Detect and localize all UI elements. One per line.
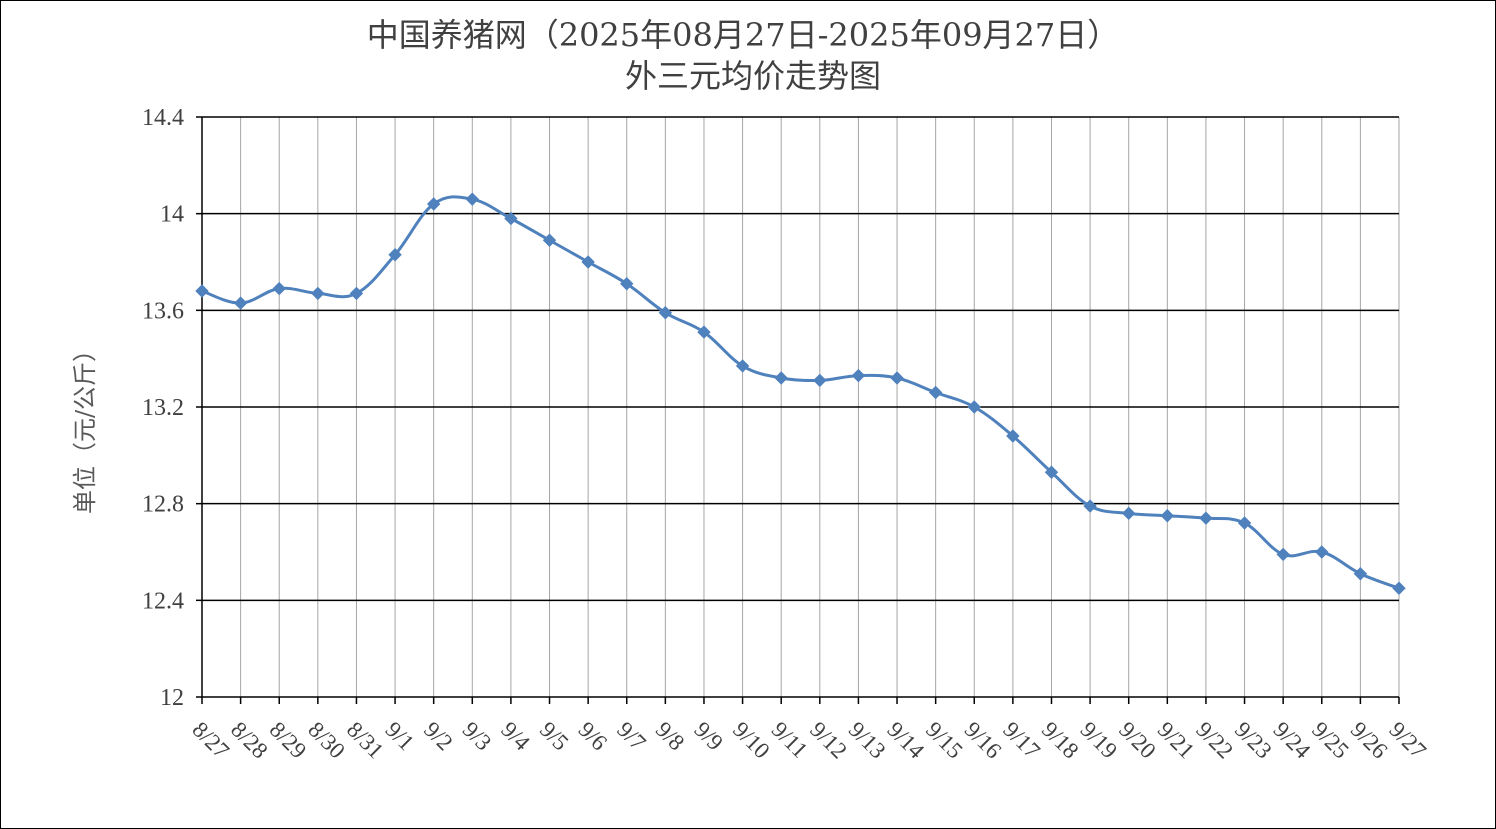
data-point [1044, 465, 1059, 479]
x-tick-label: 9/15 [921, 717, 968, 764]
data-point [426, 197, 441, 211]
data-point [967, 400, 981, 414]
data-point [928, 385, 943, 400]
x-tick-label: 8/30 [303, 717, 350, 764]
x-tick-label: 9/2 [419, 717, 457, 755]
data-point [1122, 506, 1136, 521]
x-tick-label: 9/1 [381, 717, 419, 755]
data-point [272, 281, 286, 296]
data-point [542, 233, 557, 247]
data-point [1083, 499, 1097, 513]
x-tick-label: 9/5 [535, 717, 573, 755]
data-point [890, 371, 904, 385]
x-tick-label: 9/9 [689, 717, 727, 755]
y-axis-title: 单位（元/公斤） [71, 338, 99, 514]
data-point [311, 286, 325, 301]
x-tick-label: 9/4 [496, 717, 535, 756]
data-point [1199, 511, 1213, 525]
data-point [504, 211, 518, 226]
x-tick-label: 9/25 [1307, 717, 1354, 764]
x-tick-labels: 8/278/288/298/308/319/1 9/2 9/3 9/4 9/5 9/6 9/… [187, 717, 1431, 764]
x-tick-label: 9/13 [844, 717, 891, 764]
x-tick-label: 9/18 [1037, 717, 1084, 764]
x-tick-label: 9/14 [882, 717, 929, 764]
data-point [1315, 545, 1329, 559]
x-tick-label: 9/22 [1191, 717, 1238, 764]
data-point [697, 325, 711, 339]
x-tick-label: 9/10 [728, 717, 775, 764]
x-tick-label: 9/21 [1153, 717, 1200, 764]
data-point [1392, 581, 1406, 595]
y-tick-label: 12.4 [142, 588, 184, 614]
series-line [201, 195, 1400, 590]
data-point [581, 255, 595, 269]
x-tick-label: 9/19 [1076, 717, 1123, 764]
y-tick-label: 14.4 [142, 105, 184, 131]
data-point [1237, 516, 1252, 530]
series-price [195, 192, 1406, 595]
y-tick-label: 14 [160, 202, 184, 228]
data-point [465, 192, 479, 206]
data-point [735, 359, 750, 373]
x-tick-label: 8/27 [187, 717, 234, 764]
data-point [349, 286, 364, 301]
chart-title: 中国养猪网（2025年08月27日-2025年09月27日） [367, 16, 1120, 54]
data-point [620, 277, 634, 291]
y-tick-label: 13.2 [142, 395, 184, 421]
data-point [658, 306, 673, 320]
x-tick-label: 9/20 [1114, 717, 1161, 764]
data-point [1276, 547, 1290, 562]
x-tick-label: 9/7 [612, 717, 650, 755]
x-tick-label: 9/23 [1230, 717, 1277, 764]
y-tick-label: 12 [160, 685, 184, 711]
data-point [233, 296, 248, 310]
data-point [851, 368, 866, 383]
x-tick-label: 9/8 [651, 717, 689, 755]
data-point [1006, 429, 1020, 443]
x-tick-label: 9/17 [998, 717, 1045, 764]
axes [196, 116, 1400, 704]
x-tick-label: 9/12 [805, 717, 852, 764]
x-tick-label: 9/16 [960, 717, 1007, 764]
x-tick-label: 9/6 [574, 717, 612, 755]
data-point [388, 248, 402, 262]
data-point [1160, 509, 1175, 523]
data-point [774, 371, 788, 385]
y-tick-label: 13.6 [142, 298, 184, 324]
x-tick-label: 9/27 [1384, 717, 1431, 764]
data-point [195, 284, 209, 298]
y-tick-labels: 12 12.4 12.8 13.2 13.6 14 14.4 [142, 105, 184, 711]
x-tick-label: 9/24 [1269, 717, 1316, 764]
grid-lines [202, 116, 1400, 697]
x-tick-label: 8/29 [265, 717, 312, 764]
x-tick-label: 9/11 [767, 717, 813, 763]
x-tick-label: 9/3 [458, 717, 496, 755]
x-tick-label: 9/26 [1346, 717, 1393, 764]
y-tick-label: 12.8 [142, 492, 184, 518]
data-point [1353, 567, 1368, 581]
data-point [813, 373, 827, 388]
chart-subtitle: 外三元均价走势图 [625, 57, 881, 95]
x-tick-label: 8/31 [342, 717, 389, 764]
x-tick-label: 8/28 [226, 717, 273, 764]
